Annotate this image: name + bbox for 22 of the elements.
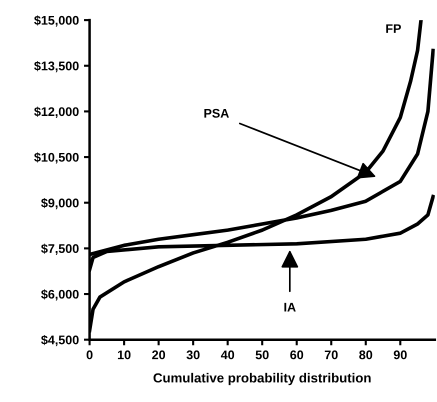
annotation: IA [284,302,296,312]
annotation: PSA [204,108,229,118]
x-tick-label: 30 [186,350,200,360]
y-tick-label: $13,500 [34,61,79,72]
y-tick-label: $9,000 [41,198,79,210]
x-tick-label: 40 [220,350,234,360]
x-tick-label: 50 [256,350,269,360]
y-tick-label: $12,000 [34,106,79,118]
x-tick-label: 10 [118,350,131,360]
x-tick-label: 70 [324,350,338,360]
x-tick-label: 20 [152,350,166,360]
x-axis-title: Cumulative probability distribution [154,372,371,386]
x-tick-label: 90 [394,350,407,360]
x-tick-label: 80 [359,350,372,360]
y-tick-label: $10,500 [34,152,79,164]
y-tick-label: $4,500 [41,334,79,346]
y-tick-label: $7,500 [41,244,79,255]
y-tick-label: $6,000 [41,289,79,300]
y-tick-label: $15,000 [34,15,79,27]
annotation: FP [386,24,401,33]
x-tick-label: 0 [86,350,93,360]
x-tick-label: 60 [290,350,304,360]
